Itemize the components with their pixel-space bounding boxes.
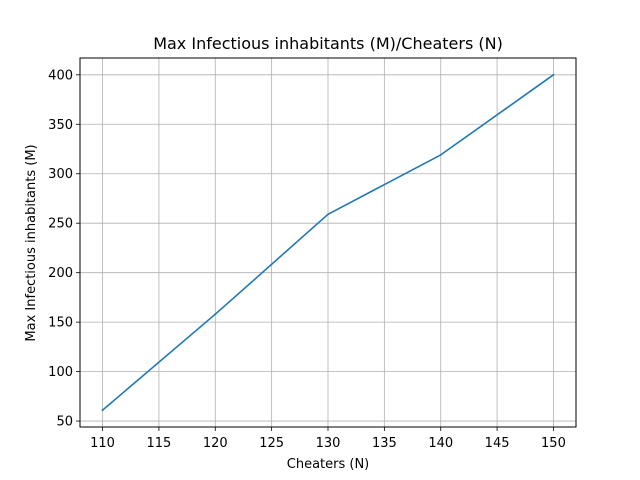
data-point (101, 409, 104, 411)
y-tick-label: 350 (48, 118, 73, 133)
x-tick-label: 135 (372, 436, 397, 451)
y-tick-label: 200 (48, 266, 73, 281)
y-axis-ticks: 50 100 150 200 250 300 350 400 (48, 68, 80, 430)
x-tick-label: 110 (90, 436, 115, 451)
grid (80, 58, 576, 427)
data-point (327, 213, 329, 216)
y-tick-label: 100 (48, 365, 73, 380)
y-tick-label: 400 (48, 68, 73, 83)
x-tick-label: 145 (485, 436, 510, 451)
x-tick-label: 130 (316, 436, 341, 451)
y-axis-label: Max Infectious inhabitants (M) (24, 144, 39, 341)
data-point (439, 154, 442, 156)
x-tick-label: 115 (146, 436, 171, 451)
data-point (214, 313, 217, 316)
chart-title: Max Infectious inhabitants (M)/Cheaters … (153, 34, 503, 53)
y-tick-label: 300 (48, 167, 73, 182)
y-tick-label: 50 (56, 415, 73, 430)
x-tick-label: 140 (428, 436, 453, 451)
x-axis-ticks: 110 115 120 125 130 135 140 145 150 (90, 427, 566, 451)
data-point (552, 74, 555, 76)
y-tick-label: 150 (48, 316, 73, 331)
x-axis-label: Cheaters (N) (287, 457, 370, 472)
x-tick-label: 120 (203, 436, 228, 451)
x-tick-label: 150 (541, 436, 566, 451)
x-tick-label: 125 (259, 436, 284, 451)
series-layer (101, 73, 555, 412)
y-tick-label: 250 (48, 217, 73, 232)
